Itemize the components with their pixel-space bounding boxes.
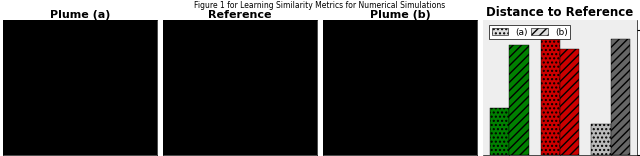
Title: Plume (b): Plume (b)	[369, 10, 430, 20]
Bar	[490, 108, 509, 155]
Text: Figure 1 for Learning Similarity Metrics for Numerical Simulations: Figure 1 for Learning Similarity Metrics…	[195, 1, 445, 10]
Title: Plume (a): Plume (a)	[50, 10, 110, 20]
Title: Reference: Reference	[208, 10, 272, 20]
Bar	[541, 37, 560, 155]
Bar	[611, 39, 630, 155]
Bar	[509, 45, 529, 155]
Title: Distance to Reference: Distance to Reference	[486, 6, 634, 19]
Bar	[591, 124, 611, 155]
Legend: (a), (b): (a), (b)	[489, 25, 570, 39]
Bar	[560, 49, 579, 155]
